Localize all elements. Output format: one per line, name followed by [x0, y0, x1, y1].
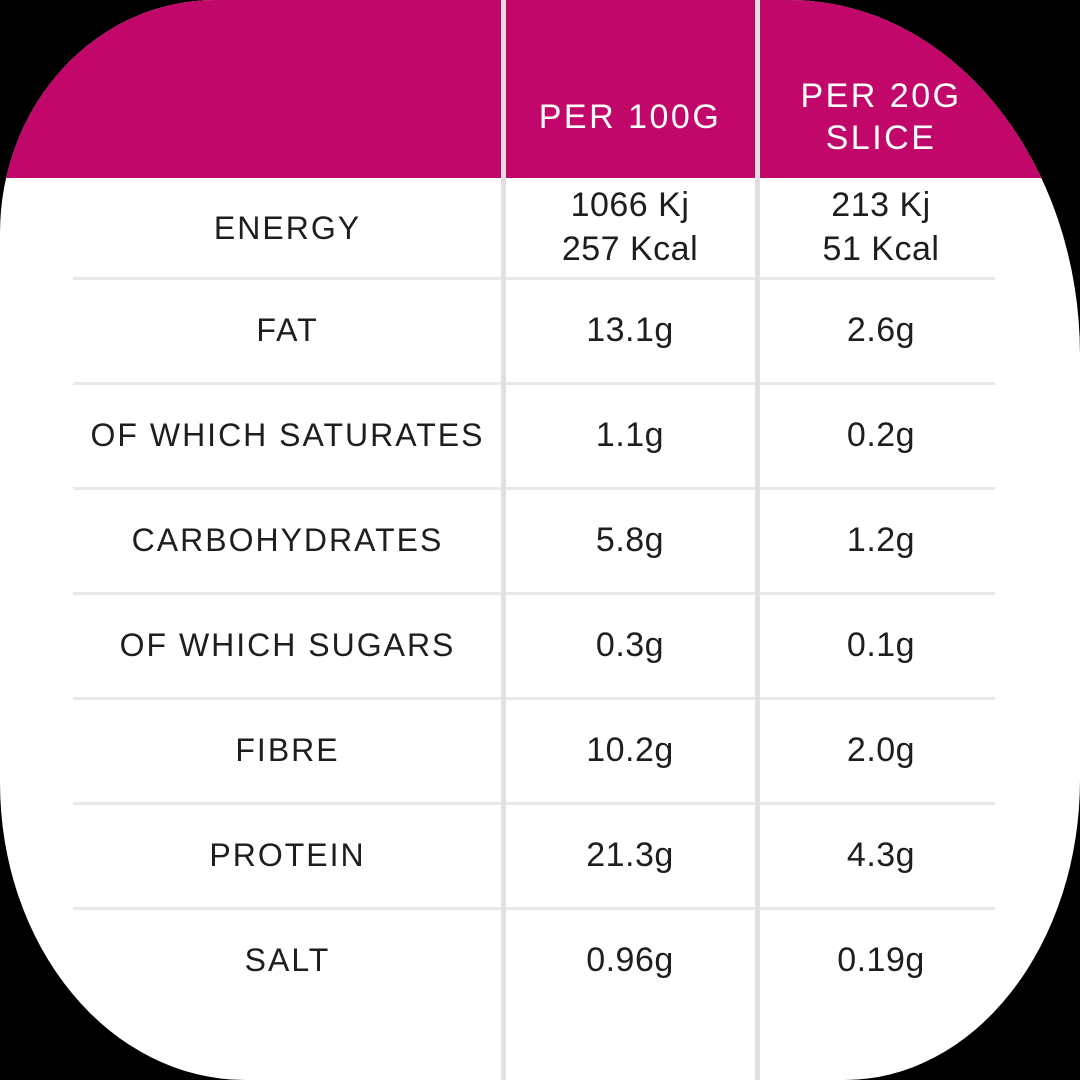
value-per-100g: 21.3g [503, 834, 757, 878]
value-per-100g: 1066 Kj 257 Kcal [503, 184, 757, 271]
value-per-20g: 2.0g [757, 729, 1005, 773]
value-per-20g: 0.19g [757, 939, 1005, 983]
value-line: 0.3g [595, 625, 665, 664]
value-line: 2.0g [846, 730, 916, 769]
column-divider-2 [755, 0, 760, 1080]
value-line: 2.6g [846, 310, 916, 349]
column-header-per-20g-line1: PER 20G [800, 76, 962, 115]
value-per-20g: 2.6g [757, 309, 1005, 353]
value-per-20g: 0.2g [757, 414, 1005, 458]
nutrition-table-body: ENERGY 1066 Kj 257 Kcal 213 Kj 51 Kcal F… [0, 178, 1080, 1013]
value-line: 0.1g [846, 625, 916, 664]
value-per-100g: 0.3g [503, 624, 757, 668]
table-row-fat: FAT 13.1g 2.6g [0, 277, 1080, 383]
value-per-20g: 213 Kj 51 Kcal [757, 184, 1005, 271]
table-row-sugars: OF WHICH SUGARS 0.3g 0.1g [0, 592, 1080, 698]
table-row-fibre: FIBRE 10.2g 2.0g [0, 697, 1080, 803]
table-row-carbohydrates: CARBOHYDRATES 5.8g 1.2g [0, 487, 1080, 593]
value-line: 5.8g [595, 520, 665, 559]
column-header-per-20g-line2: SLICE [825, 119, 937, 157]
row-label: SALT [244, 942, 331, 978]
value-line: 10.2g [586, 730, 674, 769]
value-per-100g: 13.1g [503, 309, 757, 353]
table-header-row: PER 100G PER 20G SLICE [0, 0, 1080, 178]
value-line: 4.3g [846, 835, 916, 874]
column-divider-1 [501, 0, 506, 1080]
value-line: 0.96g [586, 940, 674, 979]
value-per-100g: 0.96g [503, 939, 757, 983]
row-label: ENERGY [213, 209, 362, 246]
table-row-protein: PROTEIN 21.3g 4.3g [0, 802, 1080, 908]
value-line: 1066 Kj [570, 186, 690, 225]
value-line: 0.19g [837, 940, 925, 979]
column-header-per-20g-slice: PER 20G SLICE [757, 75, 1005, 160]
value-line: 21.3g [586, 835, 674, 874]
value-per-100g: 5.8g [503, 519, 757, 563]
row-label: OF WHICH SATURATES [90, 417, 485, 453]
value-line: 13.1g [586, 310, 674, 349]
value-per-100g: 10.2g [503, 729, 757, 773]
value-per-100g: 1.1g [503, 414, 757, 458]
value-per-20g: 1.2g [757, 519, 1005, 563]
value-per-20g: 0.1g [757, 624, 1005, 668]
value-line: 0.2g [846, 415, 916, 454]
value-line: 1.1g [595, 415, 665, 454]
value-line: 257 Kcal [561, 230, 699, 268]
row-label: FAT [256, 312, 319, 348]
column-header-per-100g-label: PER 100G [538, 97, 722, 136]
value-per-20g: 4.3g [757, 834, 1005, 878]
row-label: FIBRE [235, 732, 340, 768]
row-label: PROTEIN [209, 837, 366, 873]
value-line: 213 Kj [831, 186, 931, 225]
table-row-energy: ENERGY 1066 Kj 257 Kcal 213 Kj 51 Kcal [0, 178, 1080, 278]
table-row-salt: SALT 0.96g 0.19g [0, 907, 1080, 1013]
value-line: 1.2g [846, 520, 916, 559]
column-header-per-100g: PER 100G [503, 96, 757, 139]
row-label: CARBOHYDRATES [131, 522, 444, 558]
row-label: OF WHICH SUGARS [119, 627, 456, 663]
value-line: 51 Kcal [822, 230, 940, 268]
table-row-saturates: OF WHICH SATURATES 1.1g 0.2g [0, 382, 1080, 488]
